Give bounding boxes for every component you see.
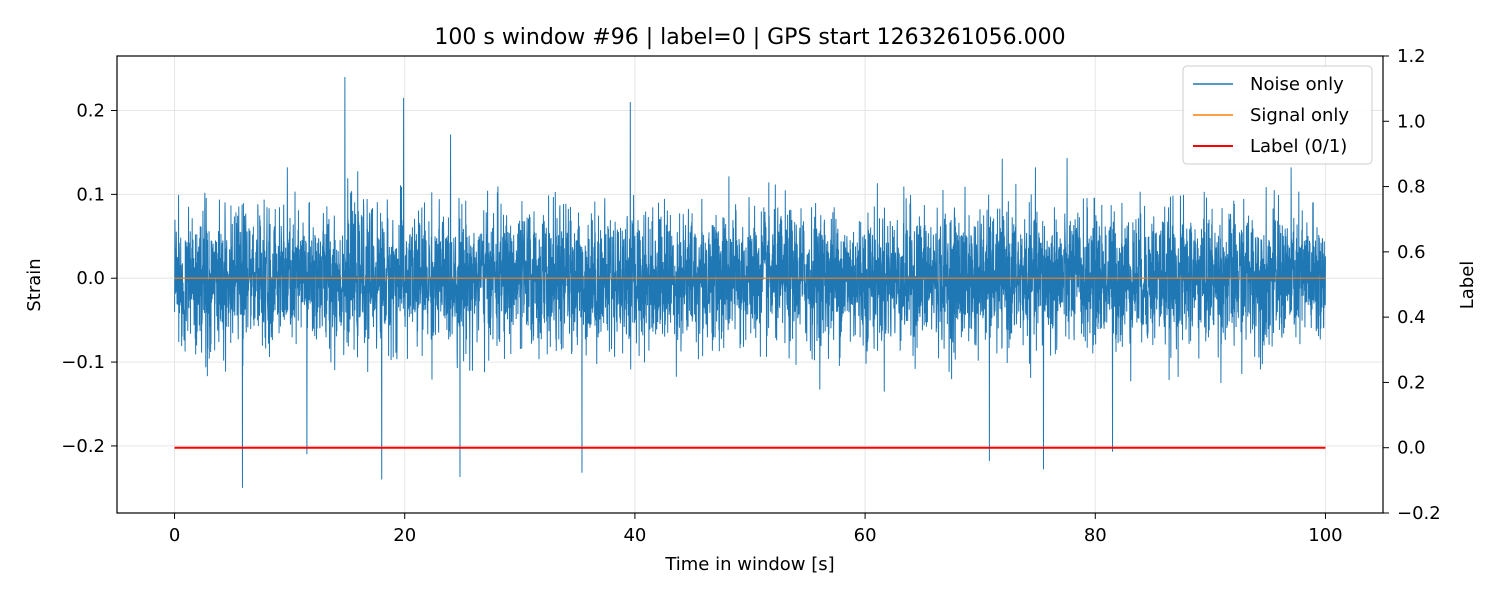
- plot-frame: [116, 55, 1384, 514]
- x-tick-label: 60: [854, 525, 877, 546]
- series-layer: [174, 76, 1326, 488]
- legend-label-signal: Signal only: [1250, 105, 1349, 126]
- y-tick-label: −0.1: [61, 352, 105, 373]
- y2-tick-label: 0.6: [1397, 242, 1426, 263]
- y-tick-label: 0.0: [76, 268, 105, 289]
- y-tick-label: 0.1: [76, 184, 105, 205]
- y2-axis: −0.2 0.0 0.2 0.4 0.6 0.8 1.0 1.2: [1383, 46, 1441, 524]
- series-noise-line: [174, 76, 1326, 488]
- y2-tick-label: 1.2: [1397, 46, 1426, 67]
- legend-label-label: Label (0/1): [1250, 136, 1347, 157]
- y-tick-label: −0.2: [61, 436, 105, 457]
- x-tick-label: 40: [623, 525, 646, 546]
- legend: Noise only Signal only Label (0/1): [1182, 65, 1373, 165]
- x-tick-label: 0: [169, 525, 180, 546]
- y-axis-label: Strain: [24, 258, 45, 311]
- x-tick-label: 80: [1084, 525, 1107, 546]
- y2-tick-label: 1.0: [1397, 111, 1426, 132]
- y-axis: −0.2 −0.1 0.0 0.1 0.2: [61, 101, 117, 457]
- legend-label-noise: Noise only: [1250, 74, 1344, 95]
- chart-title: 100 s window #96 | label=0 | GPS start 1…: [434, 25, 1065, 50]
- x-axis-label: Time in window [s]: [664, 554, 834, 575]
- legend-box: [1182, 65, 1373, 165]
- y-tick-label: 0.2: [76, 101, 105, 122]
- y2-tick-label: 0.4: [1397, 307, 1426, 328]
- x-tick-label: 20: [393, 525, 416, 546]
- y2-axis-label: Label: [1457, 261, 1478, 310]
- y2-tick-label: 0.0: [1397, 438, 1426, 459]
- x-tick-label: 100: [1308, 525, 1342, 546]
- x-axis: 0 20 40 60 80 100: [169, 513, 1343, 546]
- y2-tick-label: 0.8: [1397, 177, 1426, 198]
- y2-tick-label: 0.2: [1397, 372, 1426, 393]
- y2-tick-label: −0.2: [1397, 503, 1441, 524]
